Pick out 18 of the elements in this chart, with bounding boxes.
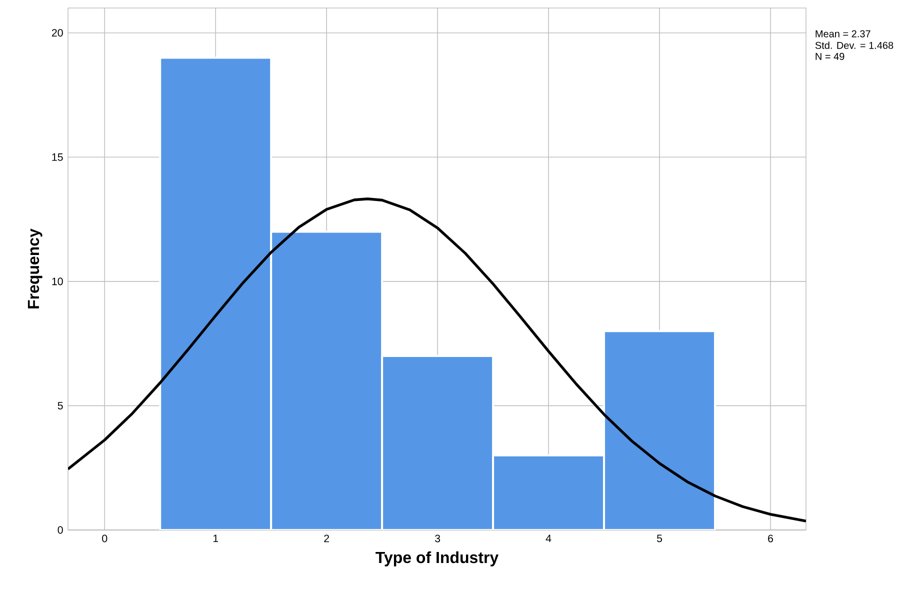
x-tick-label: 4 <box>546 534 552 542</box>
y-tick-label: 0 <box>58 526 63 534</box>
text: Std. Dev. = 1.468 <box>815 42 894 49</box>
text: N = 49 <box>816 52 844 60</box>
text: Mean = 2.37 <box>816 30 870 38</box>
y-axis-title: Frequency <box>28 228 42 308</box>
y-tick-label: 15 <box>52 153 63 161</box>
y-tick-label: 10 <box>52 278 63 286</box>
x-tick-label: 5 <box>656 534 662 542</box>
y-tick-label: 20 <box>52 29 63 37</box>
line-series <box>68 198 806 522</box>
x-tick-label: 1 <box>213 534 218 542</box>
x-tick-label: 2 <box>324 534 330 542</box>
x-tick-label: 3 <box>434 534 440 542</box>
x-tick-label: 0 <box>102 534 108 542</box>
x-tick-label: 6 <box>768 534 773 542</box>
x-axis-title: Type of Industry <box>376 551 499 566</box>
y-tick-label: 5 <box>58 402 63 410</box>
